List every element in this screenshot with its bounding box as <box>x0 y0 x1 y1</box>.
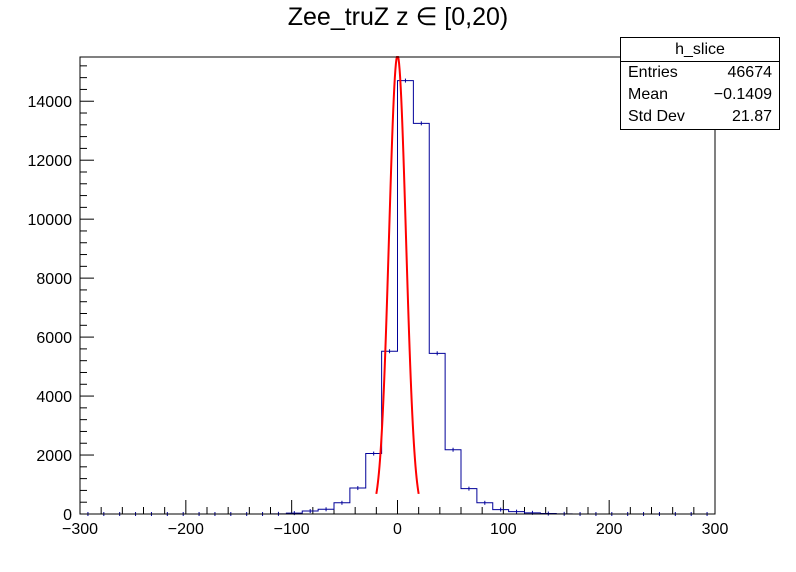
plot-frame <box>79 56 716 515</box>
stats-value: 46674 <box>727 64 773 81</box>
axis-ticks-layer <box>79 65 716 515</box>
y-tick-label: 2000 <box>36 448 72 465</box>
histogram-outline <box>80 80 715 515</box>
y-tick-label: 0 <box>63 507 72 524</box>
chart-title: Zee_truZ z ∈ [0,20) <box>287 3 509 31</box>
y-tick-label: 6000 <box>36 330 72 347</box>
stats-label: Entries <box>628 64 678 81</box>
stats-row-stddev: Std Dev 21.87 <box>621 106 779 128</box>
stats-box-title: h_slice <box>621 38 779 62</box>
histogram-layer <box>80 78 715 516</box>
x-tick-label: −300 <box>62 521 98 538</box>
stats-value: −0.1409 <box>713 86 772 103</box>
x-tick-label: 100 <box>490 521 517 538</box>
y-tick-label: 8000 <box>36 271 72 288</box>
x-tick-label: 200 <box>596 521 623 538</box>
y-tick-label: 14000 <box>28 94 73 111</box>
stats-value: 21.87 <box>731 108 772 125</box>
y-tick-label: 10000 <box>28 212 73 229</box>
x-tick-label: 300 <box>702 521 729 538</box>
stats-row-entries: Entries 46674 <box>621 62 779 84</box>
stats-label: Std Dev <box>628 108 685 125</box>
stats-box: h_slice Entries 46674 Mean −0.1409 Std D… <box>620 37 780 130</box>
tick-labels-layer: −300 −200 −100 0 100 200 300 0 2000 4000 6000 8000 1… <box>28 94 729 538</box>
y-tick-label: 4000 <box>36 389 72 406</box>
x-tick-label: −100 <box>274 521 310 538</box>
plot-frame-layer <box>79 56 716 515</box>
x-tick-label: 0 <box>393 521 402 538</box>
stats-row-mean: Mean −0.1409 <box>621 84 779 106</box>
x-tick-label: −200 <box>168 521 204 538</box>
stats-label: Mean <box>628 86 669 103</box>
y-tick-label: 12000 <box>28 153 73 170</box>
